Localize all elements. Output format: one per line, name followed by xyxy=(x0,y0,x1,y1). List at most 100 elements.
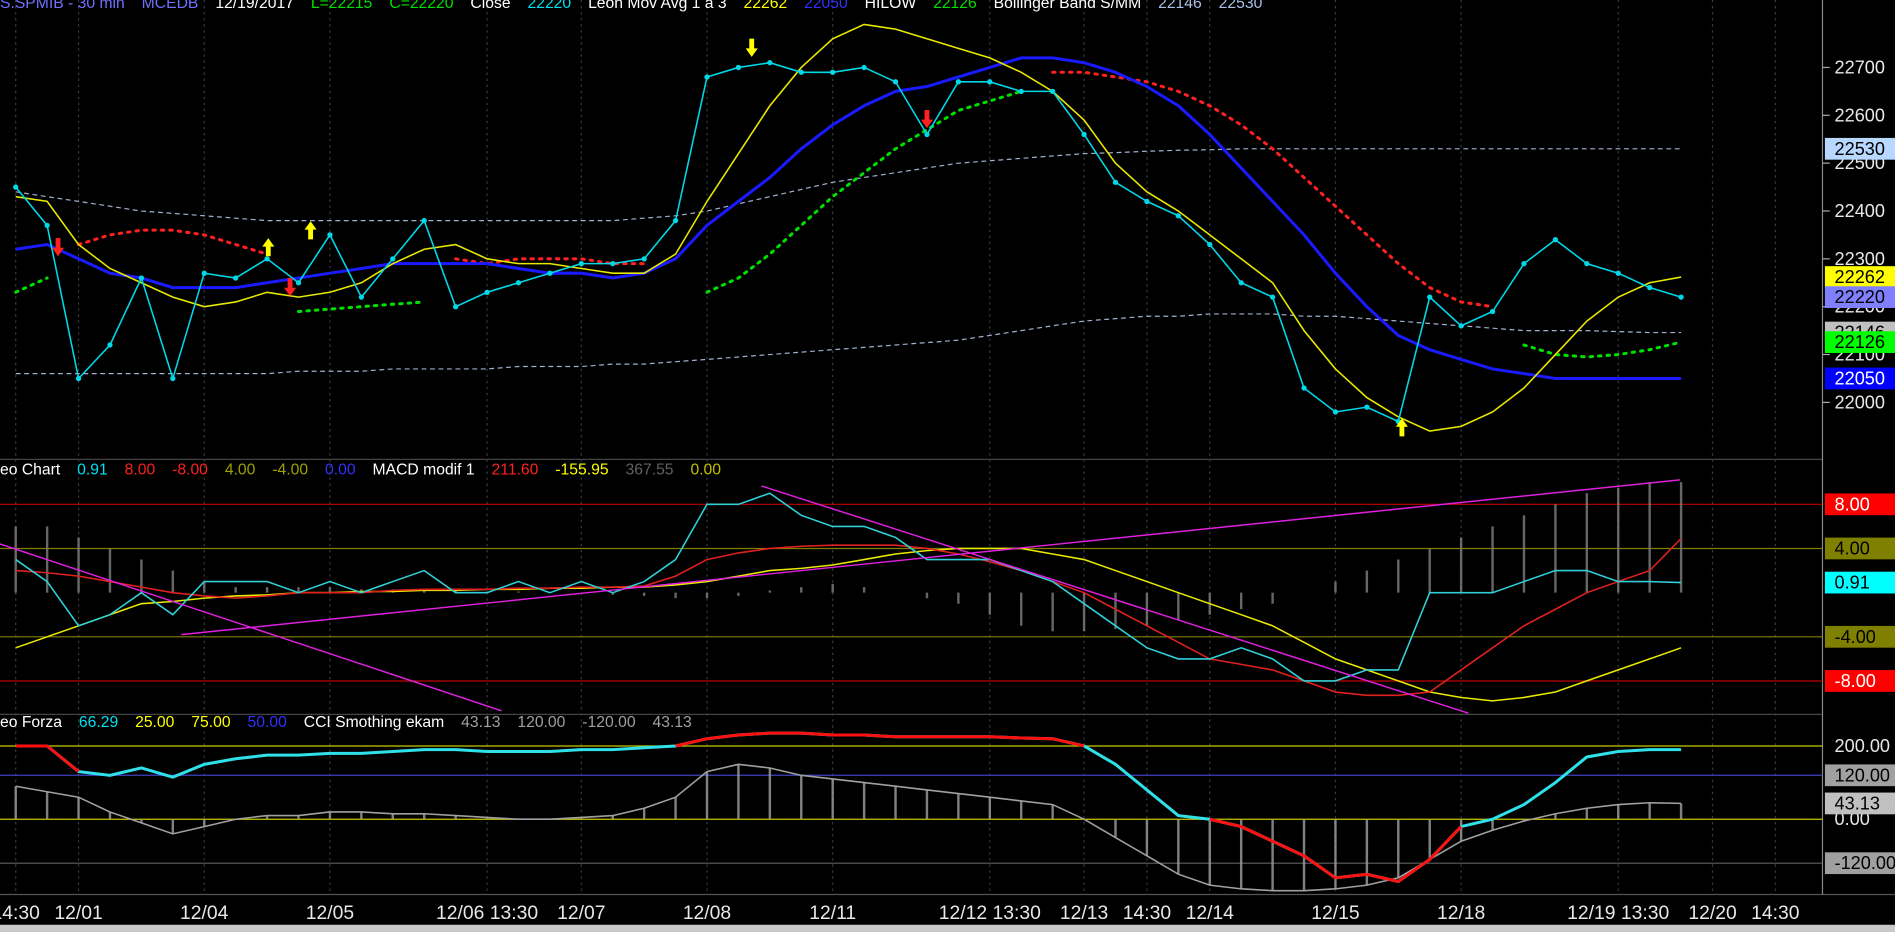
data-point xyxy=(421,217,427,224)
value-tag-label: 22050 xyxy=(1835,368,1885,388)
trend-line xyxy=(761,485,1469,714)
histogram-bar xyxy=(1617,487,1620,593)
histogram-bar xyxy=(360,811,363,820)
y-tick-label: 8.00 xyxy=(1835,494,1870,514)
data-point xyxy=(1238,280,1244,286)
data-point xyxy=(1018,88,1024,95)
data-point xyxy=(1615,270,1621,276)
value-tag xyxy=(1824,137,1895,160)
legend-text: 22126 xyxy=(933,0,977,12)
x-tick-label: 12/11 xyxy=(809,903,856,924)
histogram-bar xyxy=(1114,592,1117,630)
x-tick-label: 12/13 xyxy=(1060,903,1108,924)
data-point xyxy=(672,217,679,224)
histogram-bar xyxy=(1648,802,1651,820)
value-tag-label: 22220 xyxy=(1835,287,1885,307)
histogram-bar xyxy=(1334,819,1337,889)
histogram-bar xyxy=(1239,592,1243,610)
histogram-bar xyxy=(140,559,143,593)
legend-text: -8.00 xyxy=(172,461,208,478)
histogram-bar xyxy=(297,587,300,593)
histogram-bar xyxy=(1334,581,1337,593)
histogram-bar xyxy=(611,592,614,595)
legend-text: S.SPMIB - 30 min xyxy=(0,0,125,12)
histogram-bar xyxy=(454,590,457,593)
histogram-bar xyxy=(737,764,740,820)
histogram-bar xyxy=(925,789,929,820)
histogram-bar xyxy=(297,815,300,820)
histogram-bar xyxy=(77,797,80,820)
histogram-bar xyxy=(328,587,332,593)
histogram-bar xyxy=(1491,526,1494,593)
histogram-bar xyxy=(1679,482,1683,593)
histogram-bar xyxy=(14,526,17,593)
histogram-bar xyxy=(485,817,489,820)
series-line xyxy=(15,731,1463,884)
histogram-bar xyxy=(1554,504,1557,593)
histogram-bar xyxy=(265,587,269,593)
legend-text: -4.00 xyxy=(272,461,308,478)
x-tick-label: 12/15 xyxy=(1311,903,1359,924)
legend-text: 0.00 xyxy=(690,461,721,478)
y-tick-label: -4.00 xyxy=(1835,627,1876,647)
histogram-bar xyxy=(580,817,583,820)
histogram-bar xyxy=(831,778,834,820)
data-point xyxy=(1112,179,1119,185)
value-tag xyxy=(1824,367,1895,390)
histogram-bar xyxy=(1051,592,1054,632)
y-tick-box xyxy=(1824,735,1895,757)
data-point xyxy=(390,256,396,262)
histogram-bar xyxy=(203,581,206,593)
histogram-bar xyxy=(1239,819,1243,889)
histogram-bar xyxy=(454,815,457,820)
histogram-bar xyxy=(768,590,772,593)
y-tick-box xyxy=(1824,625,1895,648)
x-tick-label: 12/14 xyxy=(1186,903,1235,924)
legend-text: 22262 xyxy=(744,0,788,12)
data-point xyxy=(233,275,239,281)
data-point xyxy=(1678,294,1684,300)
legend-text: 12/19/2017 xyxy=(215,0,294,12)
data-point xyxy=(578,260,584,267)
data-point xyxy=(327,232,333,238)
legend-text: 120.00 xyxy=(517,714,565,731)
plot xyxy=(13,23,1684,892)
histogram-bar xyxy=(800,775,803,820)
histogram-bar xyxy=(1679,803,1683,820)
histogram-bar xyxy=(1051,804,1054,820)
data-point xyxy=(1584,260,1590,267)
signal-arrows xyxy=(51,38,1408,437)
histogram-bar xyxy=(1271,592,1274,604)
sell-arrow xyxy=(920,110,933,129)
data-point xyxy=(704,74,710,80)
histogram-bar xyxy=(1428,819,1431,860)
legend-text: -155.95 xyxy=(555,461,609,478)
histogram-bar xyxy=(1428,548,1431,593)
data-point xyxy=(201,270,207,276)
x-tick-label: 12/20 xyxy=(1688,903,1736,924)
histogram-bar xyxy=(705,771,709,820)
x-tick-label: 12/05 xyxy=(306,903,354,924)
data-point xyxy=(1647,284,1653,291)
legend-text: L=22215 xyxy=(311,0,373,12)
legend-text: Leon Mov Avg 1 a 3 xyxy=(588,0,727,12)
histogram-bar xyxy=(1522,819,1526,822)
x-tick-label: 14:30 xyxy=(0,903,40,924)
legend-text: MCEDB xyxy=(142,0,199,12)
legend-text: 43.13 xyxy=(653,714,693,731)
histogram-bar xyxy=(234,587,237,593)
value-tag xyxy=(1824,286,1895,309)
value-tag-label: 22126 xyxy=(1835,332,1885,352)
legend-text: 22050 xyxy=(804,0,848,12)
legend-text: 8.00 xyxy=(125,461,156,478)
data-point xyxy=(1552,237,1559,243)
data-point xyxy=(547,270,553,276)
x-tick-label: 12/04 xyxy=(180,903,229,924)
bottom-strip xyxy=(0,924,1895,932)
data-point xyxy=(924,131,930,138)
data-point xyxy=(861,64,867,71)
y-tick-label: 120.00 xyxy=(1835,765,1890,785)
y-tick-label: 4.00 xyxy=(1835,538,1870,558)
